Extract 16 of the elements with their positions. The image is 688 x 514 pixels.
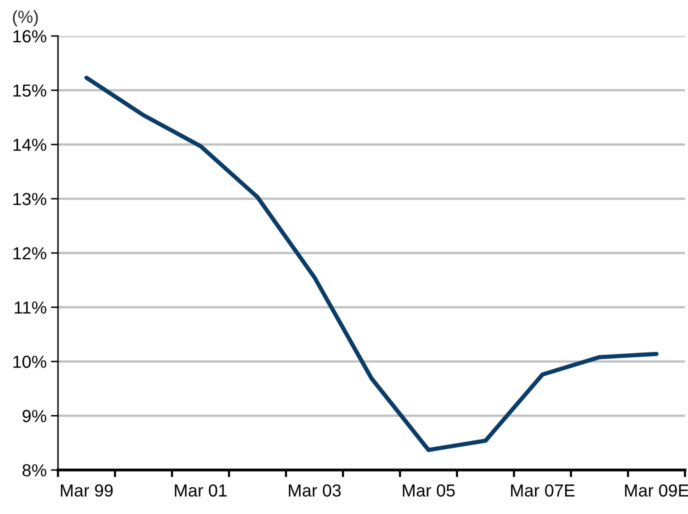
y-axis-title: (%): [12, 10, 38, 26]
y-tick-label: 16%: [13, 30, 46, 42]
x-tick-label: Mar 01: [174, 484, 227, 497]
y-tick-label: 14%: [13, 138, 46, 151]
y-tick-label: 13%: [13, 192, 46, 206]
line-series: [84, 76, 659, 452]
x-tick-label: Mar 07E: [511, 484, 575, 497]
y-tick-label: 8%: [22, 464, 46, 476]
y-tick-label: 10%: [13, 356, 46, 368]
y-tick-label: 11%: [14, 301, 46, 314]
x-tick-label: Mar 99: [60, 484, 113, 497]
y-tick-label: 12%: [13, 247, 46, 260]
x-tick-label: Mar 03: [288, 484, 341, 497]
y-tick-label: 9%: [22, 410, 46, 422]
y-tick-label: 15%: [13, 84, 46, 97]
x-tick-label: Mar 05: [402, 484, 455, 497]
